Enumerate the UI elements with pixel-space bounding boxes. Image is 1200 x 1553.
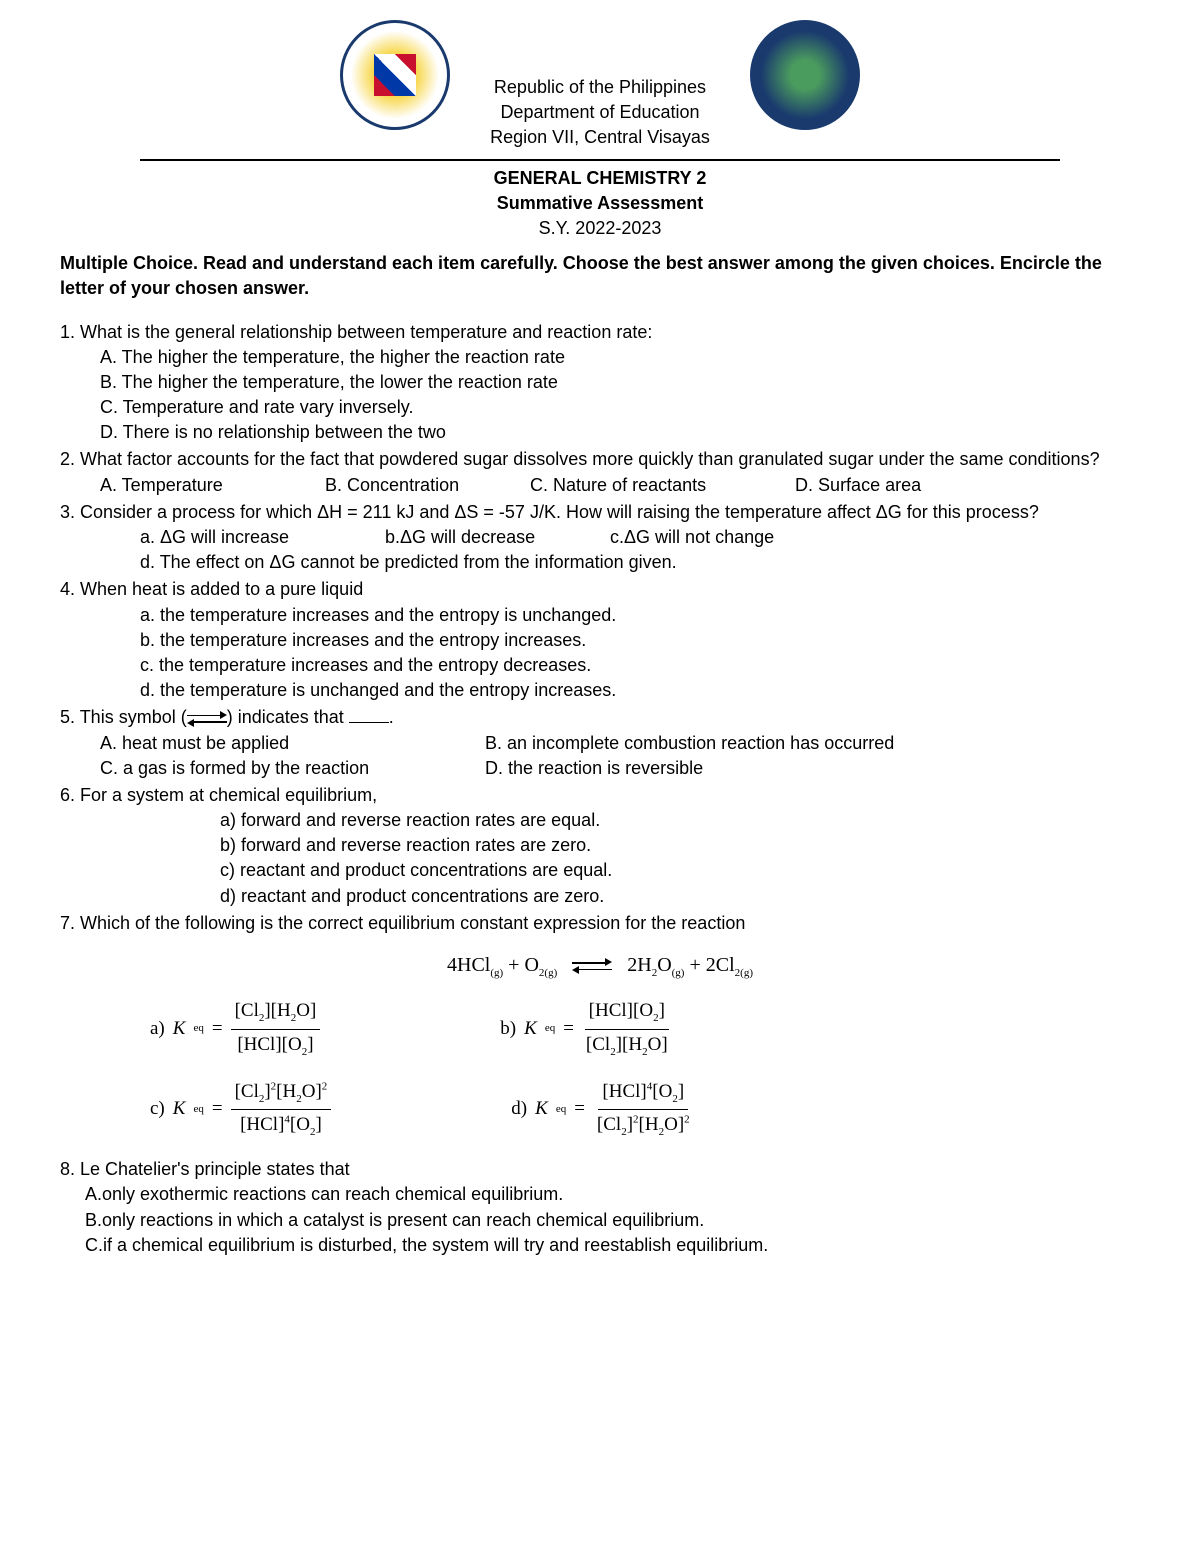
header-line-3: Region VII, Central Visayas	[490, 125, 710, 150]
q1-text: 1. What is the general relationship betw…	[60, 320, 1140, 345]
q2-option-c: C. Nature of reactants	[530, 473, 790, 498]
q6-option-a: a) forward and reverse reaction rates ar…	[60, 808, 1140, 833]
q3-options-row1: a. ΔG will increase b.ΔG will decrease c…	[60, 525, 1140, 550]
q1-option-a: A. The higher the temperature, the highe…	[60, 345, 1140, 370]
q2-text: 2. What factor accounts for the fact tha…	[60, 447, 1140, 472]
q8-option-a: A.only exothermic reactions can reach ch…	[60, 1182, 1140, 1207]
q7-option-d: d) Keq = [HCl]4[O2] [Cl2]2[H2O]2	[511, 1077, 693, 1142]
instructions-text: Multiple Choice. Read and understand eac…	[60, 251, 1140, 301]
q7-option-a: a) Keq = [Cl2][H2O] [HCl][O2]	[150, 996, 320, 1061]
equilibrium-arrow-icon	[187, 712, 227, 726]
questions-container: 1. What is the general relationship betw…	[60, 320, 1140, 1258]
school-year: S.Y. 2022-2023	[60, 216, 1140, 241]
q8-option-b: B.only reactions in which a catalyst is …	[60, 1208, 1140, 1233]
question-3: 3. Consider a process for which ΔH = 211…	[60, 500, 1140, 576]
document-title: GENERAL CHEMISTRY 2	[60, 166, 1140, 191]
eq-h2o-o: O	[657, 954, 671, 976]
q5-options-row2: C. a gas is formed by the reaction D. th…	[60, 756, 1140, 781]
header-line-1: Republic of the Philippines	[490, 75, 710, 100]
q7-options-row2: c) Keq = [Cl2]2[H2O]2 [HCl]4[O2] d) Keq …	[60, 1077, 1140, 1142]
q7-option-b: b) Keq = [HCl][O2] [Cl2][H2O]	[500, 996, 671, 1061]
q2-option-b: B. Concentration	[325, 473, 525, 498]
question-2: 2. What factor accounts for the fact tha…	[60, 447, 1140, 497]
q7-main-equation: 4HCl(g) + O2(g) 2H2O(g) + 2Cl2(g)	[60, 951, 1140, 981]
q4-option-c: c. the temperature increases and the ent…	[60, 653, 1140, 678]
cebu-logo	[750, 20, 860, 130]
q1-option-c: C. Temperature and rate vary inversely.	[60, 395, 1140, 420]
header-divider	[140, 159, 1060, 161]
eq-hcl: 4HCl	[447, 954, 490, 976]
q6-option-d: d) reactant and product concentrations a…	[60, 884, 1140, 909]
eq-h2o-h: 2H	[627, 954, 651, 976]
q8-text: 8. Le Chatelier's principle states that	[60, 1157, 1140, 1182]
q5-text-prefix: 5. This symbol (	[60, 707, 187, 727]
q2-options-row: A. Temperature B. Concentration C. Natur…	[60, 473, 1140, 498]
q4-option-b: b. the temperature increases and the ent…	[60, 628, 1140, 653]
q3-option-c: c.ΔG will not change	[610, 527, 774, 547]
q4-option-d: d. the temperature is unchanged and the …	[60, 678, 1140, 703]
eq-cl2-sub: 2(g)	[735, 967, 753, 979]
q5-option-c: C. a gas is formed by the reaction	[100, 756, 480, 781]
q4-text: 4. When heat is added to a pure liquid	[60, 577, 1140, 602]
eq-o2-sub: 2(g)	[539, 967, 557, 979]
q5-options-row1: A. heat must be applied B. an incomplete…	[60, 731, 1140, 756]
q3-option-b: b.ΔG will decrease	[385, 525, 605, 550]
q5-option-b: B. an incomplete combustion reaction has…	[485, 733, 894, 753]
question-7: 7. Which of the following is the correct…	[60, 911, 1140, 1142]
question-1: 1. What is the general relationship betw…	[60, 320, 1140, 446]
q7-b-label: b)	[500, 1016, 516, 1043]
q1-option-d: D. There is no relationship between the …	[60, 420, 1140, 445]
q1-option-b: B. The higher the temperature, the lower…	[60, 370, 1140, 395]
header-line-2: Department of Education	[490, 100, 710, 125]
question-8: 8. Le Chatelier's principle states that …	[60, 1157, 1140, 1258]
q5-option-a: A. heat must be applied	[100, 731, 480, 756]
q7-d-label: d)	[511, 1096, 527, 1123]
document-subtitle: Summative Assessment	[60, 191, 1140, 216]
q8-option-c: C.if a chemical equilibrium is disturbed…	[60, 1233, 1140, 1258]
q3-option-a: a. ΔG will increase	[140, 525, 380, 550]
q6-option-c: c) reactant and product concentrations a…	[60, 858, 1140, 883]
q3-option-d: d. The effect on ΔG cannot be predicted …	[60, 550, 1140, 575]
q2-option-a: A. Temperature	[100, 473, 320, 498]
q6-option-b: b) forward and reverse reaction rates ar…	[60, 833, 1140, 858]
q7-c-label: c)	[150, 1096, 165, 1123]
q7-option-c: c) Keq = [Cl2]2[H2O]2 [HCl]4[O2]	[150, 1077, 331, 1142]
blank-line	[349, 722, 389, 723]
eq-plus1: + O	[503, 954, 539, 976]
eq-h2o-sub2: (g)	[672, 967, 685, 979]
document-header: Republic of the Philippines Department o…	[60, 20, 1140, 151]
q5-text-suffix: ) indicates that	[227, 707, 349, 727]
header-text-block: Republic of the Philippines Department o…	[490, 20, 710, 151]
q6-text: 6. For a system at chemical equilibrium,	[60, 783, 1140, 808]
q4-option-a: a. the temperature increases and the ent…	[60, 603, 1140, 628]
question-4: 4. When heat is added to a pure liquid a…	[60, 577, 1140, 703]
eq-plus2: + 2Cl	[684, 954, 734, 976]
question-5: 5. This symbol () indicates that . A. he…	[60, 705, 1140, 781]
q5-text: 5. This symbol () indicates that .	[60, 705, 1140, 730]
deped-logo	[340, 20, 450, 130]
question-6: 6. For a system at chemical equilibrium,…	[60, 783, 1140, 909]
q3-text: 3. Consider a process for which ΔH = 211…	[60, 500, 1140, 525]
title-section: GENERAL CHEMISTRY 2 Summative Assessment…	[60, 166, 1140, 242]
equilibrium-arrow-icon	[572, 959, 612, 973]
eq-hcl-sub: (g)	[490, 967, 503, 979]
q7-options-row1: a) Keq = [Cl2][H2O] [HCl][O2] b) Keq = […	[60, 996, 1140, 1061]
q7-text: 7. Which of the following is the correct…	[60, 911, 1140, 936]
q2-option-d: D. Surface area	[795, 473, 921, 498]
q7-a-label: a)	[150, 1016, 165, 1043]
q5-option-d: D. the reaction is reversible	[485, 758, 703, 778]
